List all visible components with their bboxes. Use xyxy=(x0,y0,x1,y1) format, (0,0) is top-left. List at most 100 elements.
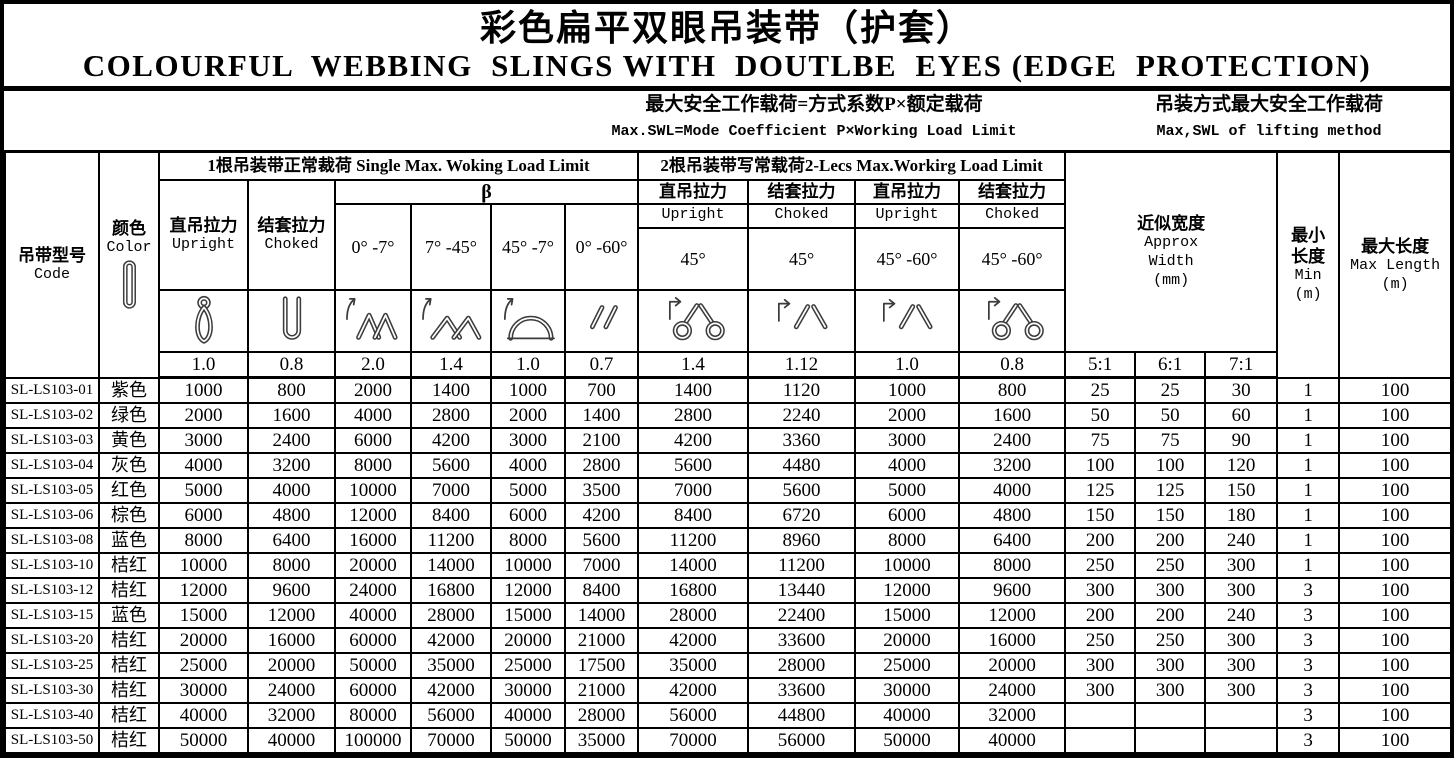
value-cell: 16800 xyxy=(410,576,492,604)
value-cell: 20000 xyxy=(247,651,336,679)
value-cell: 56000 xyxy=(637,701,750,729)
value-cell: 10000 xyxy=(158,551,249,579)
value-cell: 1 xyxy=(1276,501,1341,529)
header-single-choked: 结套拉力 Choked xyxy=(247,178,336,291)
value-cell: 30000 xyxy=(854,676,961,704)
value-cell: 32000 xyxy=(247,701,336,729)
value-cell xyxy=(1134,701,1207,729)
value-cell: 100 xyxy=(1338,601,1450,629)
code-cell: SL-LS103-06 xyxy=(4,501,100,529)
value-cell: 5600 xyxy=(563,526,640,554)
single-choked-en: Choked xyxy=(264,235,319,253)
value-cell: 24000 xyxy=(958,676,1067,704)
value-cell: 8400 xyxy=(410,501,492,529)
code-cell: SL-LS103-15 xyxy=(4,601,100,629)
value-cell: 7000 xyxy=(410,476,492,504)
color-cell: 绿色 xyxy=(98,401,160,429)
value-cell: 3000 xyxy=(854,426,961,454)
value-cell: 3 xyxy=(1276,651,1341,679)
value-cell: 17500 xyxy=(563,651,640,679)
value-cell: 5600 xyxy=(637,451,750,479)
single-upright-zh: 直吊拉力 xyxy=(169,215,238,235)
value-cell: 15000 xyxy=(158,601,249,629)
header-color-en: Color xyxy=(106,239,152,257)
header-double-choked45-en: Choked xyxy=(747,202,857,229)
value-cell: 21000 xyxy=(563,676,640,704)
code-cell: SL-LS103-10 xyxy=(4,551,100,579)
value-cell: 20000 xyxy=(334,551,412,579)
value-cell: 2240 xyxy=(747,401,857,429)
color-cell: 蓝色 xyxy=(98,601,160,629)
value-cell: 12000 xyxy=(854,576,961,604)
value-cell: 30 xyxy=(1204,376,1279,404)
value-cell: 2000 xyxy=(854,401,961,429)
value-cell: 1000 xyxy=(490,376,566,404)
value-cell: 100 xyxy=(1338,426,1450,454)
basket-7-45-icon xyxy=(422,297,482,340)
value-cell: 3500 xyxy=(563,476,640,504)
value-cell: 4200 xyxy=(410,426,492,454)
value-cell: 800 xyxy=(958,376,1067,404)
value-cell: 300 xyxy=(1134,576,1207,604)
color-cell: 黄色 xyxy=(98,426,160,454)
value-cell: 4800 xyxy=(247,501,336,529)
value-cell: 6000 xyxy=(854,501,961,529)
value-cell: 300 xyxy=(1204,651,1279,679)
value-cell xyxy=(1064,701,1137,729)
table-body: SL-LS103-01 紫色 1000 800 2000 1400 1000 700 1400 1… xyxy=(4,376,1450,754)
icon-cell-basket-0-7 xyxy=(334,288,412,353)
value-cell: 2400 xyxy=(958,426,1067,454)
icon-cell-two-leg-eyes-45 xyxy=(637,288,750,353)
value-cell: 125 xyxy=(1064,476,1137,504)
value-cell: 240 xyxy=(1204,526,1279,554)
value-cell: 40000 xyxy=(958,726,1067,754)
value-cell: 1400 xyxy=(563,401,640,429)
value-cell: 25 xyxy=(1134,376,1207,404)
header-beta: β xyxy=(333,178,640,205)
header-width-zh: 近似宽度 xyxy=(1137,214,1206,234)
value-cell: 1600 xyxy=(247,401,336,429)
value-cell: 240 xyxy=(1204,601,1279,629)
value-cell: 3 xyxy=(1276,701,1341,729)
value-cell: 20000 xyxy=(490,626,566,654)
code-cell: SL-LS103-04 xyxy=(4,451,100,479)
value-cell: 1 xyxy=(1276,526,1341,554)
header-double-choked4560-zh: 结套拉力 xyxy=(958,178,1067,205)
value-cell: 4000 xyxy=(958,476,1067,504)
choked-hitch-icon xyxy=(282,296,301,340)
value-cell xyxy=(1204,726,1279,754)
value-cell: 1 xyxy=(1276,451,1341,479)
value-cell: 8000 xyxy=(854,526,961,554)
basket-45-60-icon xyxy=(503,297,555,341)
value-cell: 200 xyxy=(1134,526,1207,554)
value-cell: 11200 xyxy=(747,551,857,579)
spec-table: 吊带型号 Code 颜色 Color 1根吊装带正常裁荷 Single Max. xyxy=(4,150,1450,754)
header-angle-45-7: 45° -7° xyxy=(490,202,566,291)
value-cell: 50000 xyxy=(158,726,249,754)
value-cell: 9600 xyxy=(958,576,1067,604)
value-cell: 40000 xyxy=(158,701,249,729)
value-cell: 100 xyxy=(1064,451,1137,479)
two-leg-eyes-icon xyxy=(669,296,725,341)
value-cell: 10000 xyxy=(490,551,566,579)
value-cell: 150 xyxy=(1134,501,1207,529)
value-cell: 8000 xyxy=(334,451,412,479)
value-cell: 70000 xyxy=(637,726,750,754)
coefficient-cell: 2.0 xyxy=(334,350,412,380)
header-min-length: 最小 长度 Min (m) xyxy=(1276,150,1341,379)
value-cell: 4000 xyxy=(854,451,961,479)
value-cell: 4480 xyxy=(747,451,857,479)
table-row: SL-LS103-06 棕色 6000 4800 12000 8400 6000 4200 84… xyxy=(4,501,1450,529)
icon-cell-basket-45-60 xyxy=(490,288,566,353)
table-row: SL-LS103-25 桔红 25000 20000 50000 35000 25000 17… xyxy=(4,651,1450,679)
value-cell: 3000 xyxy=(158,426,249,454)
value-cell: 42000 xyxy=(410,676,492,704)
value-cell: 33600 xyxy=(747,626,857,654)
value-cell: 14000 xyxy=(410,551,492,579)
header-double-angle-2: 45° xyxy=(747,226,857,291)
value-cell: 300 xyxy=(1204,676,1279,704)
value-cell: 50000 xyxy=(854,726,961,754)
value-cell: 5000 xyxy=(158,476,249,504)
header-width-unit: (mm) xyxy=(1153,271,1190,289)
